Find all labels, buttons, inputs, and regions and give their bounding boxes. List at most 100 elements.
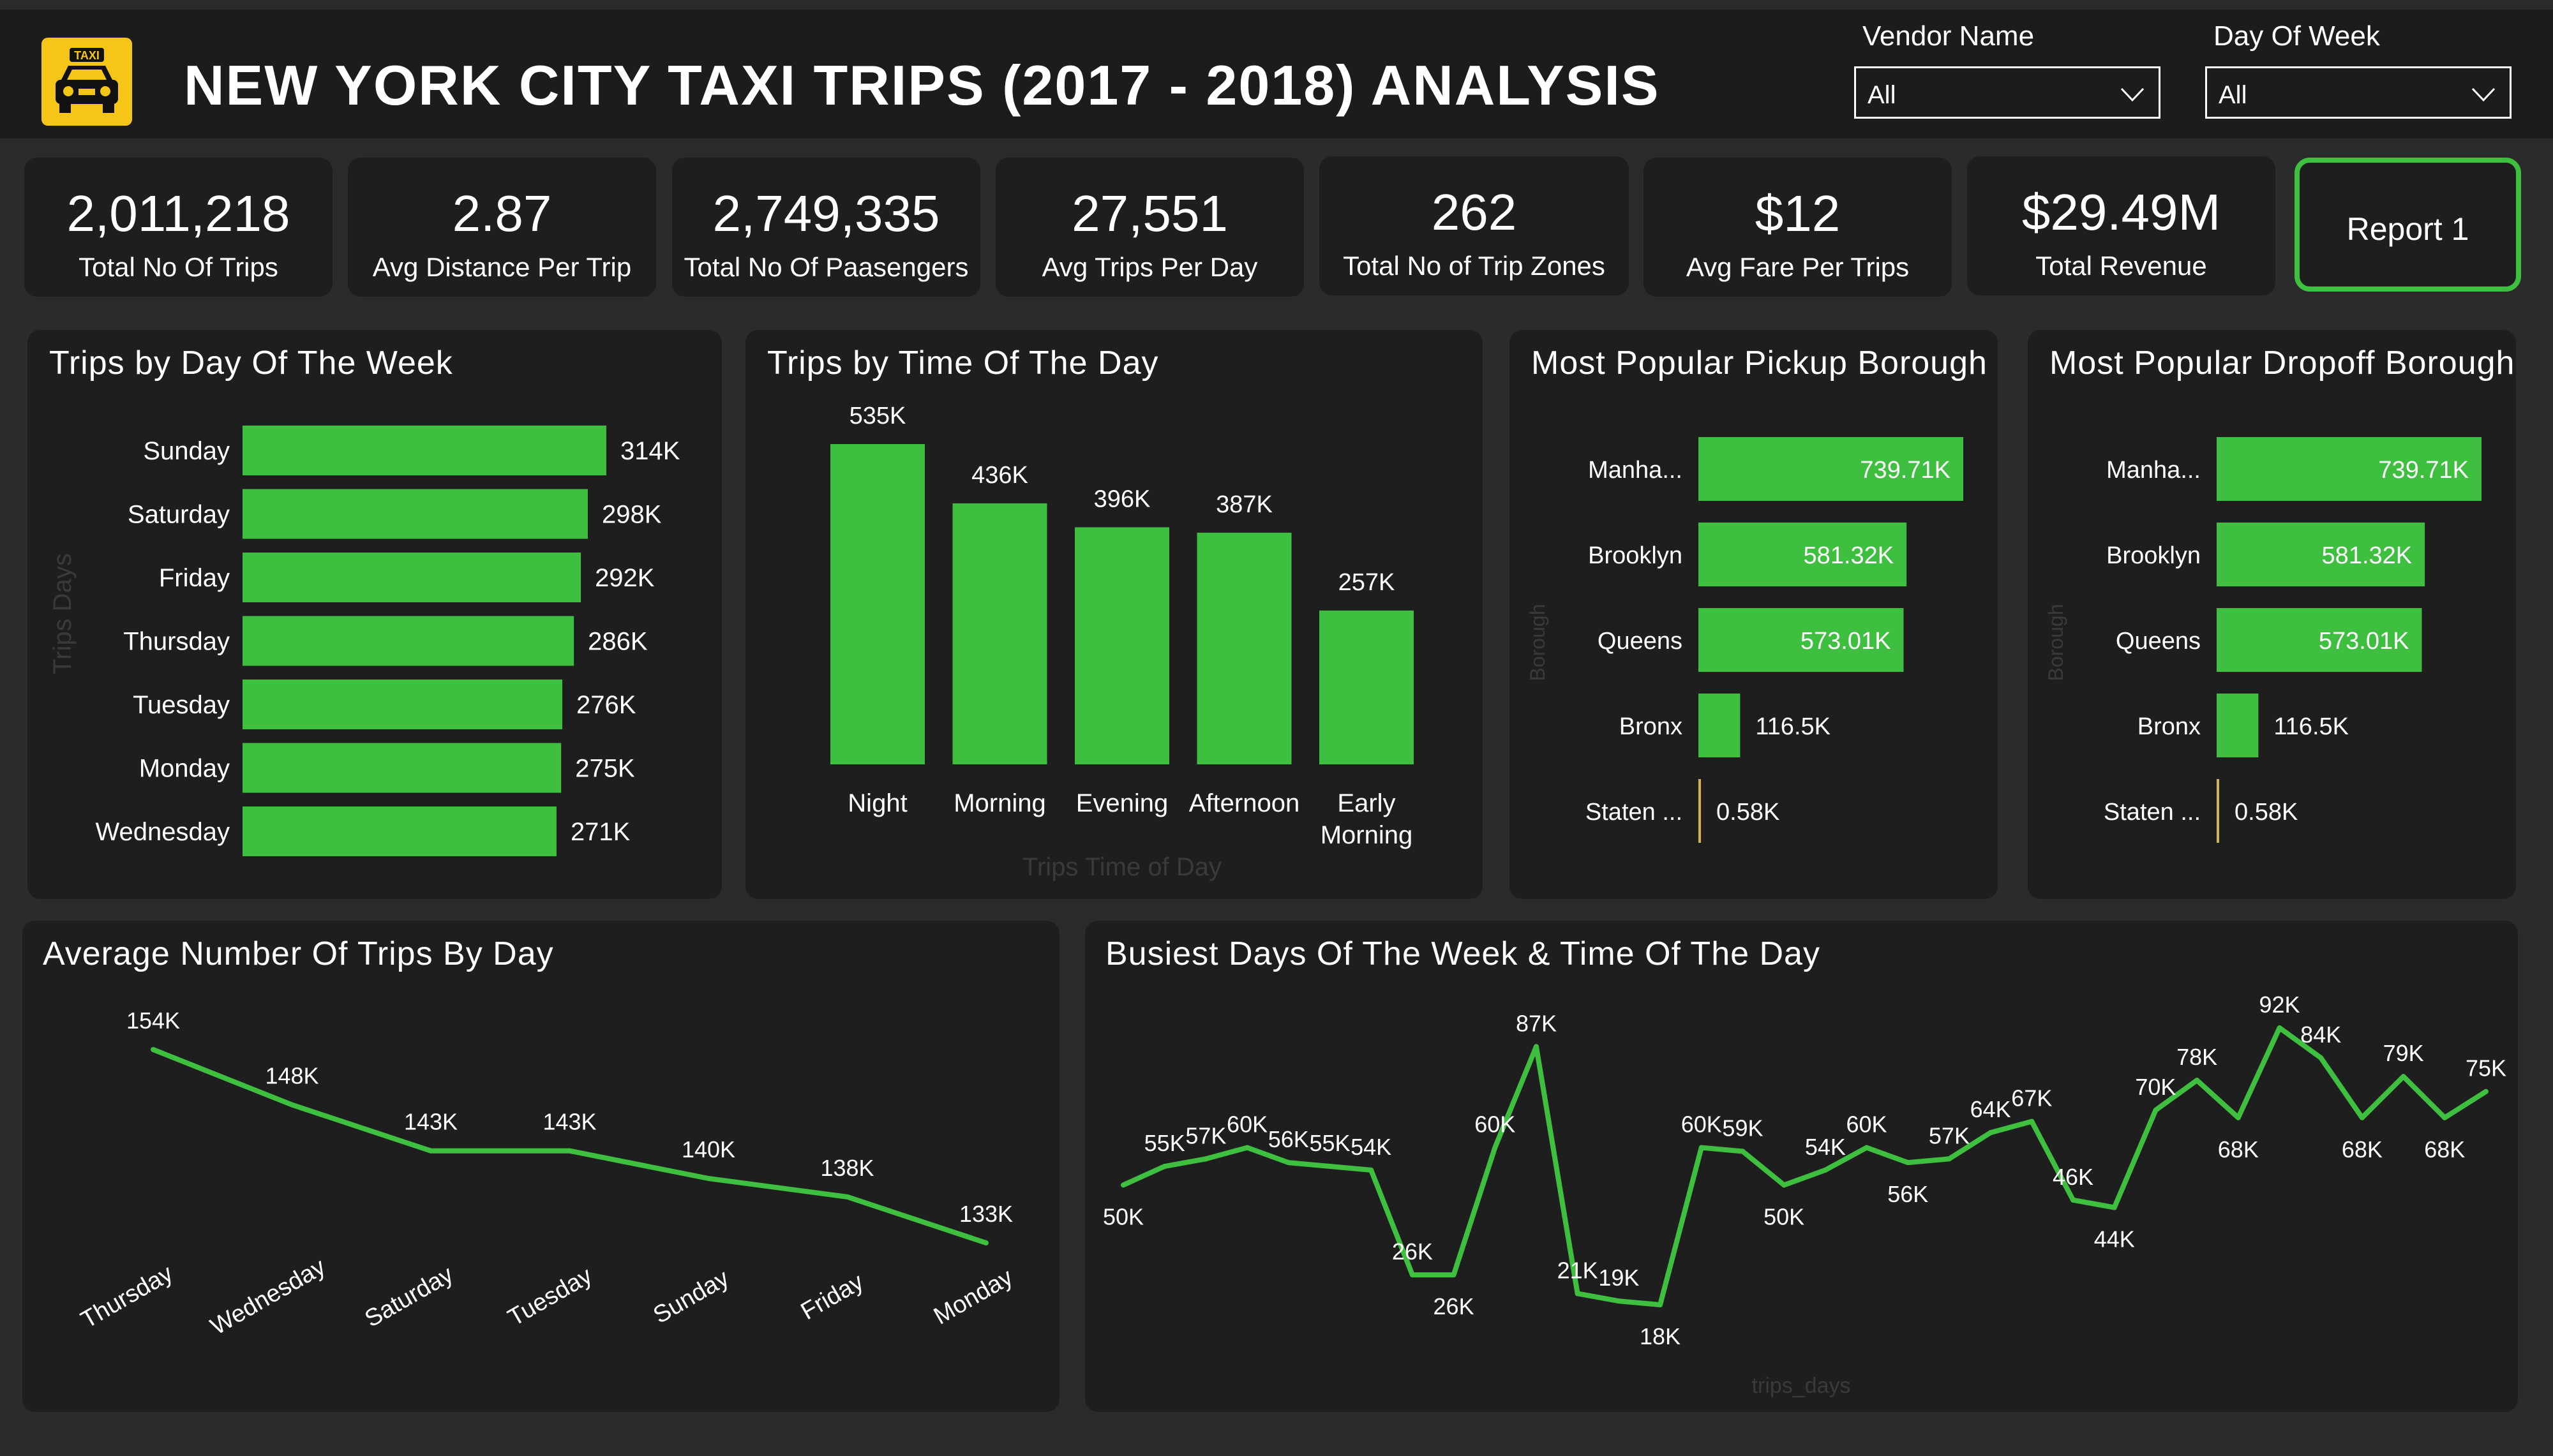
chart-title: Trips by Day Of The Week xyxy=(49,345,453,382)
data-label: 57K xyxy=(1185,1122,1226,1148)
kpi-value: 2,749,335 xyxy=(712,185,940,242)
kpi-card-total-passengers: 2,749,335 Total No Of Paasengers xyxy=(672,158,980,297)
data-label: 0.58K xyxy=(1716,799,1779,826)
data-point xyxy=(1121,1182,1126,1188)
data-point xyxy=(1492,1145,1498,1150)
data-point xyxy=(567,1148,573,1154)
category-label: Morning xyxy=(954,789,1046,817)
data-label: 19K xyxy=(1598,1265,1639,1291)
kpi-card-trip-zones: 262 Total No of Trip Zones xyxy=(1319,156,1629,295)
data-label: 298K xyxy=(602,501,662,529)
data-point xyxy=(984,1240,989,1245)
data-label: 84K xyxy=(2300,1021,2341,1048)
category-label: Queens xyxy=(1598,628,1682,655)
data-point xyxy=(2442,1115,2448,1120)
panel-pickup-borough: Most Popular Pickup Borough Borough Manha… xyxy=(1509,330,1998,899)
data-label: 60K xyxy=(1681,1111,1722,1138)
data-label: 116.5K xyxy=(1755,713,1831,740)
page-title: NEW YORK CITY TAXI TRIPS (2017 - 2018) A… xyxy=(184,54,1660,117)
bar xyxy=(243,806,557,856)
data-label: 535K xyxy=(850,403,906,429)
series-line xyxy=(1122,1025,2488,1307)
data-point xyxy=(1905,1160,1911,1166)
day-filter-dropdown[interactable]: All xyxy=(2205,66,2512,119)
data-point xyxy=(2235,1115,2241,1120)
report-1-button[interactable]: Report 1 xyxy=(2295,158,2521,292)
data-label: 0.58K xyxy=(2235,799,2298,826)
data-label: 87K xyxy=(1516,1010,1557,1036)
kpi-label: Total No Of Trips xyxy=(79,252,278,282)
data-point xyxy=(1698,1145,1704,1150)
data-label: 68K xyxy=(2218,1136,2259,1163)
bar xyxy=(1698,437,1963,501)
data-label: 581.32K xyxy=(1804,542,1894,569)
chart-pickup-borough: Borough Manha... 739.71K Brooklyn 581.32K Que… xyxy=(1526,437,1963,843)
kpi-card-total-trips: 2,011,218 Total No Of Trips xyxy=(24,158,333,297)
chart-avg-trips-by-day: 154K Thursday 148K Wednesday 143K Saturday 143… xyxy=(77,1007,1017,1341)
data-point xyxy=(1203,1156,1209,1162)
bar xyxy=(2217,694,2259,757)
data-point xyxy=(1245,1145,1250,1150)
data-label: 143K xyxy=(543,1109,596,1135)
data-point xyxy=(1946,1156,1952,1162)
panel-trips-by-day: Trips by Day Of The Week Trips Days Sunda… xyxy=(27,330,722,899)
data-point xyxy=(1285,1160,1291,1166)
kpi-card-total-revenue: $29.49M Total Revenue xyxy=(1967,156,2275,295)
data-label: 143K xyxy=(404,1109,458,1135)
category-label: Monday xyxy=(929,1264,1017,1330)
kpi-card-avg-fare: $12 Avg Fare Per Trips xyxy=(1643,158,1952,297)
bar xyxy=(243,426,606,475)
data-point xyxy=(2359,1115,2365,1120)
kpi-value: 2.87 xyxy=(452,185,552,242)
kpi-value: $29.49M xyxy=(2021,184,2221,241)
taxi-sign-text: TAXI xyxy=(74,49,100,62)
bar xyxy=(1075,527,1169,764)
data-label: 54K xyxy=(1351,1134,1391,1160)
category-label: Monday xyxy=(139,755,230,783)
data-point xyxy=(1451,1272,1456,1278)
data-point xyxy=(1327,1164,1333,1169)
y-axis-title: Borough xyxy=(2044,604,2067,681)
data-label: 78K xyxy=(2176,1044,2217,1070)
bar xyxy=(2217,608,2422,672)
data-label: 116.5K xyxy=(2273,713,2349,740)
kpi-card-avg-distance: 2.87 Avg Distance Per Trip xyxy=(348,158,656,297)
category-label: Staten ... xyxy=(1585,799,1682,826)
data-point xyxy=(1616,1298,1622,1304)
data-point xyxy=(2400,1074,2406,1080)
kpi-card-avg-trips-per-day: 27,551 Avg Trips Per Day xyxy=(996,158,1304,297)
data-label: 54K xyxy=(1805,1134,1846,1160)
data-label: 573.01K xyxy=(2319,628,2409,655)
data-point xyxy=(2277,1025,2282,1030)
data-point xyxy=(844,1194,850,1200)
category-label: Thursday xyxy=(123,628,230,656)
bar xyxy=(2217,437,2482,501)
data-label: 60K xyxy=(1474,1111,1515,1138)
data-point xyxy=(1740,1148,1746,1154)
data-label: 56K xyxy=(1268,1126,1309,1152)
chart-title: Average Number Of Trips By Day xyxy=(43,935,554,972)
data-point xyxy=(1864,1145,1869,1150)
data-label: 18K xyxy=(1640,1323,1681,1349)
panel-trips-by-time: Trips by Time Of The Day 535K Night 436K Mo… xyxy=(745,330,1483,899)
kpi-value: 262 xyxy=(1431,184,1517,241)
category-label: Wednesday xyxy=(95,818,230,846)
category-label: Saturday xyxy=(128,501,230,529)
data-point xyxy=(151,1047,156,1052)
data-label: 739.71K xyxy=(2378,457,2469,484)
vendor-filter-dropdown[interactable]: All xyxy=(1854,66,2160,119)
bar xyxy=(243,680,563,729)
panel-dropoff-borough: Most Popular Dropoff Borough Borough Manh… xyxy=(2028,330,2516,899)
data-label: 67K xyxy=(2011,1085,2052,1111)
data-point xyxy=(2318,1055,2324,1060)
data-label: 59K xyxy=(1722,1115,1763,1141)
kpi-value: 2,011,218 xyxy=(66,185,290,242)
chart-title: Most Popular Pickup Borough xyxy=(1531,345,1988,382)
bar xyxy=(243,616,574,666)
report-button-label: Report 1 xyxy=(2346,211,2469,247)
category-label: Brooklyn xyxy=(2106,542,2201,569)
data-point xyxy=(2483,1088,2489,1094)
bar xyxy=(2217,523,2425,586)
data-label: 292K xyxy=(595,564,655,592)
data-label: 275K xyxy=(575,755,635,783)
